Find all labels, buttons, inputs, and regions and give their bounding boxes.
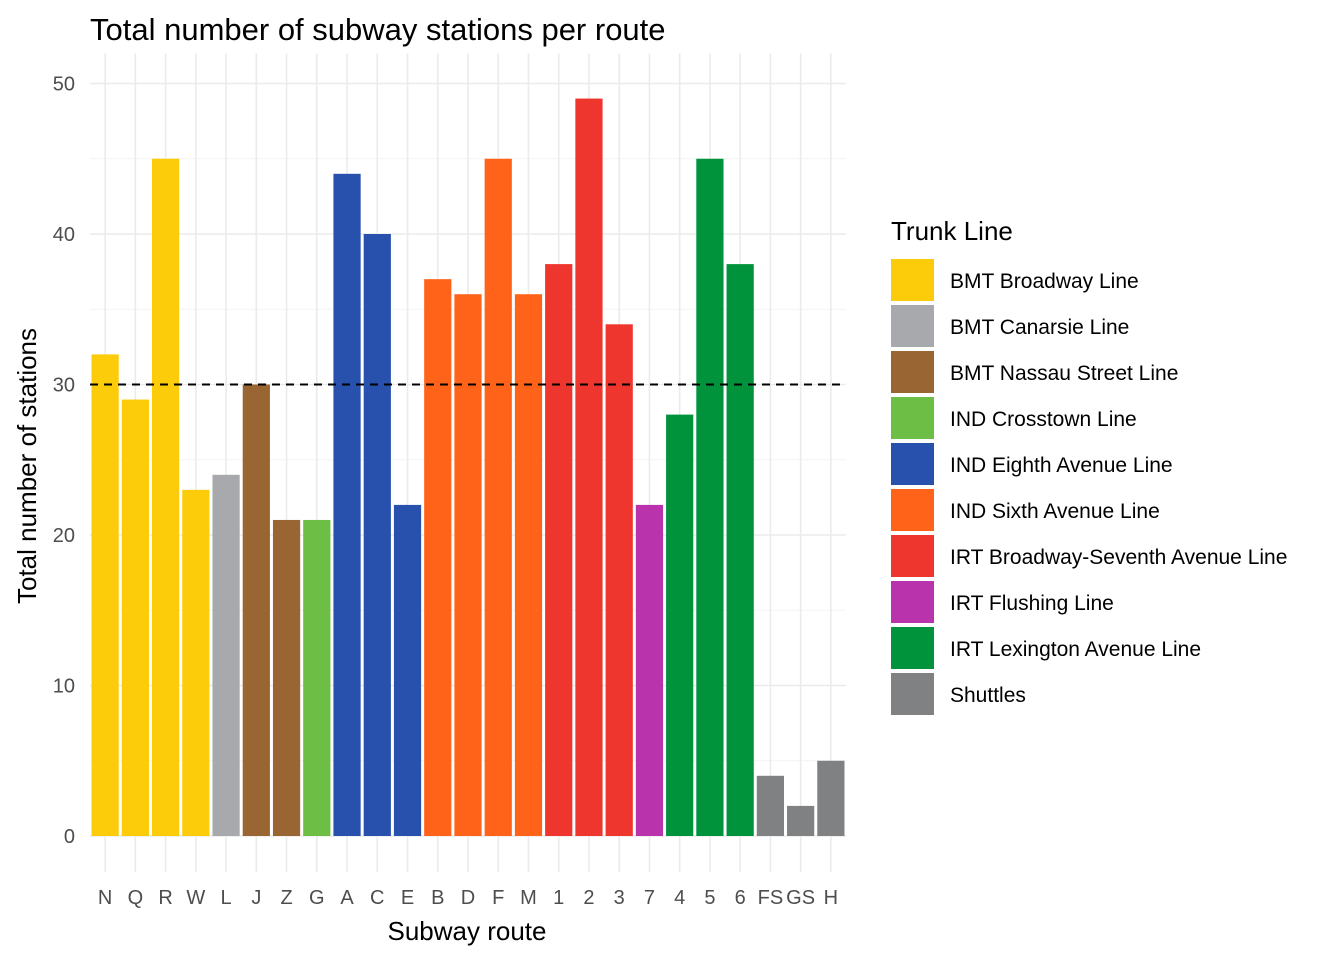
legend-title: Trunk Line (891, 216, 1013, 246)
legend: Trunk Line BMT Broadway Line BMT Canarsie… (891, 216, 1287, 715)
x-tick-label: GS (786, 887, 815, 909)
x-tick-label: Z (280, 887, 292, 909)
legend-label: IRT Flushing Line (950, 592, 1114, 615)
legend-label: BMT Canarsie Line (950, 316, 1129, 339)
y-axis-ticks: 0 10 20 30 40 50 (53, 74, 75, 849)
bar-r (151, 158, 180, 836)
bar-g (303, 519, 331, 836)
bar-h (817, 760, 845, 836)
legend-swatch (891, 397, 934, 439)
x-tick-label: J (251, 887, 261, 909)
x-tick-label: C (370, 887, 384, 909)
x-tick-label: FS (758, 887, 784, 909)
y-tick-label: 50 (53, 74, 75, 96)
x-tick-label: E (401, 887, 414, 909)
bar-a (333, 173, 361, 837)
bar-fs (756, 775, 785, 836)
x-tick-label: Q (128, 887, 144, 909)
bar-d (454, 294, 482, 836)
bar-c (363, 234, 391, 836)
legend-swatch (891, 535, 934, 577)
bar-f (484, 158, 512, 836)
legend-swatch (891, 305, 934, 347)
x-tick-label: 4 (674, 887, 685, 909)
bar-b (424, 279, 452, 836)
x-tick-label: F (492, 887, 504, 909)
legend-label: IND Sixth Avenue Line (950, 500, 1160, 523)
bar-l (212, 474, 240, 836)
x-tick-label: G (309, 887, 325, 909)
x-tick-label: 5 (704, 887, 715, 909)
legend-label: IRT Lexington Avenue Line (950, 638, 1201, 661)
y-tick-label: 20 (53, 525, 75, 547)
x-tick-label: 3 (614, 887, 625, 909)
x-tick-label: W (186, 887, 205, 909)
x-tick-label: N (98, 887, 112, 909)
legend-swatch (891, 443, 934, 485)
legend-swatch (891, 581, 934, 623)
x-axis-ticks: N Q R W L J Z G A C E B D F M 1 2 3 7 4 5 6 FS GS H (98, 887, 838, 909)
bar-w (182, 489, 210, 836)
x-tick-label: M (520, 887, 537, 909)
bar-7 (635, 504, 664, 836)
legend-swatch (891, 627, 934, 669)
y-tick-label: 30 (53, 375, 75, 397)
x-tick-label: 1 (553, 887, 564, 909)
bars (91, 98, 845, 837)
legend-swatch (891, 351, 934, 393)
legend-swatch (891, 259, 934, 301)
bar-6 (726, 264, 754, 837)
legend-label: Shuttles (950, 684, 1026, 707)
bar-j (242, 384, 270, 836)
x-tick-label: B (431, 887, 444, 909)
x-tick-label: A (340, 887, 354, 909)
bar-e (393, 504, 422, 836)
chart-title: Total number of subway stations per rout… (90, 12, 666, 47)
x-tick-label: 7 (644, 887, 655, 909)
x-tick-label: 2 (583, 887, 594, 909)
bar-1 (545, 264, 573, 837)
legend-label: IND Crosstown Line (950, 408, 1137, 431)
y-axis-title: Total number of stations (12, 328, 42, 604)
x-tick-label: 6 (735, 887, 746, 909)
y-tick-label: 10 (53, 676, 75, 698)
legend-label: BMT Nassau Street Line (950, 362, 1178, 385)
x-tick-label: L (221, 887, 232, 909)
bar-2 (575, 98, 603, 837)
x-tick-label: H (824, 887, 838, 909)
y-tick-label: 40 (53, 224, 75, 246)
legend-label: BMT Broadway Line (950, 270, 1139, 293)
bar-m (514, 294, 543, 836)
x-axis-title: Subway route (388, 916, 547, 946)
legend-swatch (891, 673, 934, 715)
x-tick-label: D (461, 887, 475, 909)
bar-q (121, 399, 149, 836)
legend-swatch (891, 489, 934, 531)
x-tick-label: R (158, 887, 172, 909)
legend-label: IRT Broadway-Seventh Avenue Line (950, 546, 1287, 569)
bar-5 (696, 158, 724, 836)
bar-4 (666, 414, 694, 836)
bar-n (91, 354, 119, 836)
legend-label: IND Eighth Avenue Line (950, 454, 1173, 477)
bar-z (272, 519, 301, 836)
y-tick-label: 0 (64, 826, 75, 848)
bar-gs (787, 805, 815, 836)
bar-3 (605, 324, 633, 836)
